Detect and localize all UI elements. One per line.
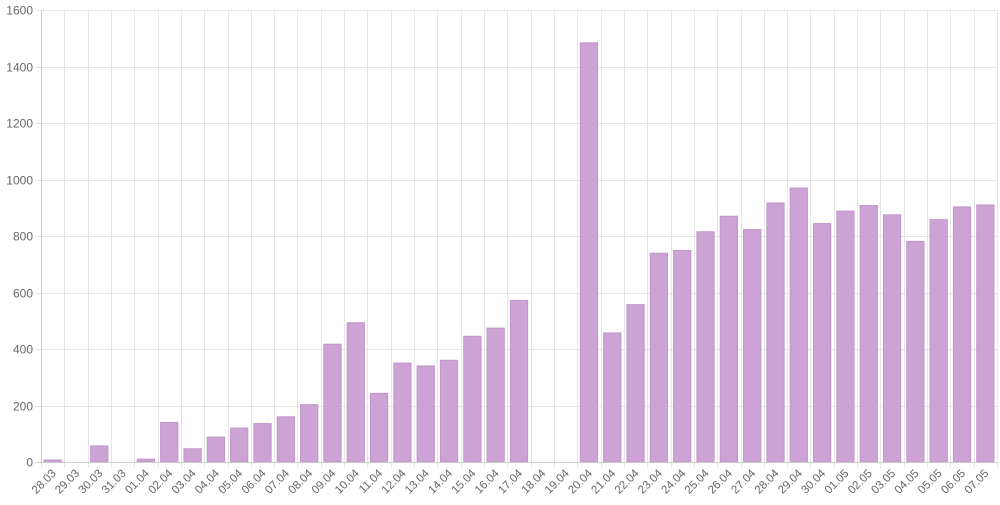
bar <box>673 249 692 463</box>
x-tick-label: 31.03 <box>100 468 129 497</box>
y-axis-ticks: 0 200 400 600 800 1000 1200 1400 1600 <box>6 4 33 470</box>
x-tick-label: 10.04 <box>333 467 362 496</box>
bars <box>43 42 995 463</box>
y-tick-label: 1000 <box>6 174 33 188</box>
x-tick-label: 03.05 <box>869 468 898 497</box>
y-tick-label: 800 <box>13 230 33 244</box>
bar <box>882 214 902 463</box>
bar <box>463 335 482 463</box>
bar <box>136 458 156 463</box>
x-tick-label: 29.03 <box>53 468 82 497</box>
bar <box>253 423 272 463</box>
x-tick-label: 23.04 <box>636 467 665 496</box>
x-tick-label: 22.04 <box>613 467 642 496</box>
x-tick-label: 30.04 <box>799 467 828 496</box>
y-tick-label: 400 <box>13 343 33 357</box>
bar <box>160 421 179 463</box>
x-tick-label: 02.04 <box>147 467 176 496</box>
axes <box>35 10 997 463</box>
x-tick-label: 18.04 <box>520 467 549 496</box>
x-tick-label: 26.04 <box>706 467 735 496</box>
x-tick-label: 02.05 <box>846 468 875 497</box>
y-tick-label: 1600 <box>6 4 33 18</box>
x-tick-label: 04.04 <box>193 467 222 496</box>
x-tick-label: 11.04 <box>357 467 386 496</box>
bar <box>300 404 319 463</box>
x-tick-label: 17.04 <box>496 467 525 496</box>
bar <box>649 252 669 463</box>
x-tick-label: 05.05 <box>916 468 945 497</box>
bar <box>906 240 925 463</box>
x-tick-label: 01.04 <box>123 467 152 496</box>
x-tick-label: 09.04 <box>310 467 339 496</box>
bar <box>369 392 389 463</box>
x-tick-label: 24.04 <box>660 467 689 496</box>
bar <box>509 299 529 463</box>
grid <box>35 10 998 468</box>
x-tick-label: 16.04 <box>473 467 502 496</box>
bar <box>579 42 599 463</box>
bar <box>952 206 972 463</box>
x-tick-label: 15.04 <box>450 467 479 496</box>
x-tick-label: 06.05 <box>939 468 968 497</box>
bar <box>439 359 459 463</box>
y-tick-label: 1400 <box>6 61 33 75</box>
bar <box>486 327 505 463</box>
x-tick-label: 08.04 <box>286 467 315 496</box>
x-tick-label: 04.05 <box>893 468 922 497</box>
x-tick-label: 25.04 <box>683 467 712 496</box>
bar <box>696 231 715 463</box>
x-tick-label: 01.05 <box>823 468 852 497</box>
x-tick-label: 07.04 <box>263 467 292 496</box>
x-tick-label: 14.04 <box>426 467 455 496</box>
y-tick-label: 200 <box>13 400 33 414</box>
bar <box>393 362 412 463</box>
bar <box>603 332 622 463</box>
x-tick-label: 05.04 <box>216 467 245 496</box>
x-tick-label: 27.04 <box>729 467 758 496</box>
bar <box>812 223 832 463</box>
bar <box>976 204 995 463</box>
bar <box>230 427 249 463</box>
bar <box>929 219 948 463</box>
y-tick-label: 0 <box>26 456 33 470</box>
x-tick-label: 21.04 <box>590 467 619 496</box>
x-tick-label: 20.04 <box>566 467 595 496</box>
y-tick-label: 1200 <box>6 117 33 131</box>
x-tick-label: 30.03 <box>77 468 106 497</box>
x-tick-label: 29.04 <box>776 467 805 496</box>
bar <box>276 416 295 463</box>
bar <box>90 445 109 463</box>
bar <box>743 229 762 463</box>
x-tick-label: 12.04 <box>380 467 409 496</box>
bar <box>789 187 808 463</box>
bar <box>416 365 435 463</box>
bar <box>859 204 878 463</box>
x-tick-label: 19.04 <box>543 467 572 496</box>
bar <box>43 459 62 463</box>
x-tick-label: 13.04 <box>403 467 432 496</box>
bar <box>719 215 738 463</box>
bar <box>183 448 202 463</box>
bar <box>323 343 342 463</box>
bar <box>206 436 226 463</box>
y-tick-label: 600 <box>13 287 33 301</box>
x-tick-label: 07.05 <box>963 468 992 497</box>
x-axis-ticks: 28.0329.0330.0331.0301.0402.0403.0404.04… <box>30 467 992 496</box>
bar <box>766 202 785 463</box>
x-tick-label: 03.04 <box>170 467 199 496</box>
x-tick-label: 06.04 <box>240 467 269 496</box>
bar <box>836 210 855 463</box>
x-tick-label: 28.03 <box>30 468 59 497</box>
bar <box>346 322 365 463</box>
x-tick-label: 28.04 <box>753 467 782 496</box>
bar <box>626 304 645 463</box>
